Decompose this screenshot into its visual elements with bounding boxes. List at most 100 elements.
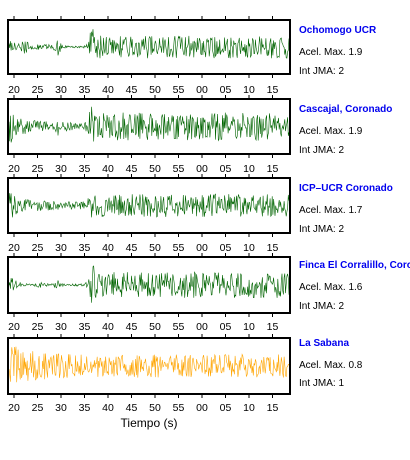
x-tick-label: 05 xyxy=(220,321,232,333)
x-tick-label: 00 xyxy=(196,242,208,254)
x-tick-label: 40 xyxy=(102,242,114,254)
x-tick-label: 40 xyxy=(102,84,114,96)
x-tick-label: 00 xyxy=(196,163,208,175)
station-panel-finca-corralillo: 20 25 30 35 40 45 50 55 00 05 10 15 Finca El Corral… xyxy=(7,253,410,333)
seismogram-trace-cascajal xyxy=(8,106,290,143)
x-tick-label: 15 xyxy=(267,242,279,254)
x-tick-label: 50 xyxy=(149,84,161,96)
top-ticks xyxy=(13,253,273,257)
top-ticks xyxy=(13,95,273,99)
bottom-ticks xyxy=(13,233,273,237)
x-tick-label: 40 xyxy=(102,402,114,414)
x-tick-label: 20 xyxy=(8,402,20,414)
x-tick-label: 40 xyxy=(102,321,114,333)
x-tick-label: 00 xyxy=(196,321,208,333)
x-tick-label: 30 xyxy=(55,242,67,254)
x-tick-labels: 20 25 30 35 40 45 50 55 00 05 10 15 xyxy=(8,163,278,175)
x-tick-label: 55 xyxy=(173,402,185,414)
top-ticks xyxy=(13,334,273,338)
jma-intensity-label: Int JMA: 2 xyxy=(299,301,344,312)
x-tick-label: 35 xyxy=(79,242,91,254)
trace-line xyxy=(8,193,290,218)
x-tick-label: 30 xyxy=(55,402,67,414)
x-tick-label: 20 xyxy=(8,163,20,175)
x-tick-label: 35 xyxy=(79,402,91,414)
x-tick-label: 30 xyxy=(55,163,67,175)
max-acceleration-label: Acel. Max. 1.9 xyxy=(299,47,363,58)
x-tick-label: 50 xyxy=(149,163,161,175)
x-tick-label: 00 xyxy=(196,84,208,96)
x-tick-label: 50 xyxy=(149,321,161,333)
x-tick-label: 25 xyxy=(32,163,44,175)
x-tick-label: 55 xyxy=(173,84,185,96)
station-name: La Sabana xyxy=(299,338,349,349)
max-acceleration-label: Acel. Max. 0.8 xyxy=(299,360,363,371)
x-tick-label: 20 xyxy=(8,242,20,254)
x-tick-label: 00 xyxy=(196,402,208,414)
station-name: Cascajal, Coronado xyxy=(299,104,392,115)
jma-intensity-label: Int JMA: 2 xyxy=(299,66,344,77)
max-acceleration-label: Acel. Max. 1.7 xyxy=(299,205,363,216)
x-tick-label: 30 xyxy=(55,321,67,333)
panel-frame xyxy=(7,256,291,314)
x-tick-label: 20 xyxy=(8,321,20,333)
station-panel-ochomogo: 20 25 30 35 40 45 50 55 00 05 10 15 Ochomogo UCR Ac… xyxy=(7,16,377,96)
x-tick-label: 45 xyxy=(126,84,138,96)
seismogram-trace-la-sabana xyxy=(8,346,290,383)
x-tick-label: 10 xyxy=(243,84,255,96)
x-tick-label: 10 xyxy=(243,163,255,175)
bottom-ticks xyxy=(13,394,273,398)
x-tick-label: 15 xyxy=(267,402,279,414)
x-tick-label: 40 xyxy=(102,163,114,175)
x-tick-label: 35 xyxy=(79,84,91,96)
x-tick-label: 10 xyxy=(243,402,255,414)
x-tick-label: 25 xyxy=(32,84,44,96)
station-name: Ochomogo UCR xyxy=(299,25,377,36)
x-tick-label: 55 xyxy=(173,242,185,254)
x-tick-label: 45 xyxy=(126,242,138,254)
x-tick-label: 25 xyxy=(32,321,44,333)
jma-intensity-label: Int JMA: 2 xyxy=(299,145,344,156)
x-tick-label: 45 xyxy=(126,402,138,414)
panel-frame xyxy=(7,177,291,234)
panel-frame xyxy=(7,337,291,395)
x-tick-label: 35 xyxy=(79,163,91,175)
trace-line xyxy=(8,346,290,383)
x-tick-label: 15 xyxy=(267,163,279,175)
x-tick-label: 30 xyxy=(55,84,67,96)
max-acceleration-label: Acel. Max. 1.9 xyxy=(299,126,363,137)
x-tick-label: 10 xyxy=(243,242,255,254)
x-tick-labels: 20 25 30 35 40 45 50 55 00 05 10 15 xyxy=(8,321,278,333)
x-tick-label: 35 xyxy=(79,321,91,333)
x-tick-label: 25 xyxy=(32,402,44,414)
bottom-ticks xyxy=(13,313,273,317)
x-tick-label: 50 xyxy=(149,242,161,254)
x-tick-labels: 20 25 30 35 40 45 50 55 00 05 10 15 xyxy=(8,402,278,414)
top-ticks xyxy=(13,16,273,20)
x-tick-label: 15 xyxy=(267,84,279,96)
x-tick-labels: 20 25 30 35 40 45 50 55 00 05 10 15 xyxy=(8,84,278,96)
station-name: Finca El Corralillo, Coronado xyxy=(299,260,410,271)
station-panel-cascajal: 20 25 30 35 40 45 50 55 00 05 10 15 Cascajal, Coron… xyxy=(7,95,392,175)
x-tick-label: 25 xyxy=(32,242,44,254)
x-tick-label: 50 xyxy=(149,402,161,414)
x-tick-label: 15 xyxy=(267,321,279,333)
x-tick-label: 55 xyxy=(173,321,185,333)
trace-line xyxy=(8,265,290,303)
x-tick-label: 05 xyxy=(220,242,232,254)
trace-line xyxy=(8,29,290,59)
jma-intensity-label: Int JMA: 1 xyxy=(299,378,344,389)
seismogram-trace-finca-corralillo xyxy=(8,265,290,303)
x-tick-label: 45 xyxy=(126,321,138,333)
station-name: ICP–UCR Coronado xyxy=(299,183,393,194)
seismogram-trace-ochomogo xyxy=(8,29,290,59)
x-tick-label: 10 xyxy=(243,321,255,333)
x-tick-label: 05 xyxy=(220,402,232,414)
station-panel-icp-ucr: 20 25 30 35 40 45 50 55 00 05 10 15 ICP–UCR Coronad… xyxy=(7,174,393,254)
station-panel-la-sabana: 20 25 30 35 40 45 50 55 00 05 10 15 La Sabana Acel.… xyxy=(7,334,363,414)
x-tick-label: 05 xyxy=(220,163,232,175)
top-ticks xyxy=(13,174,273,178)
x-tick-label: 45 xyxy=(126,163,138,175)
jma-intensity-label: Int JMA: 2 xyxy=(299,224,344,235)
